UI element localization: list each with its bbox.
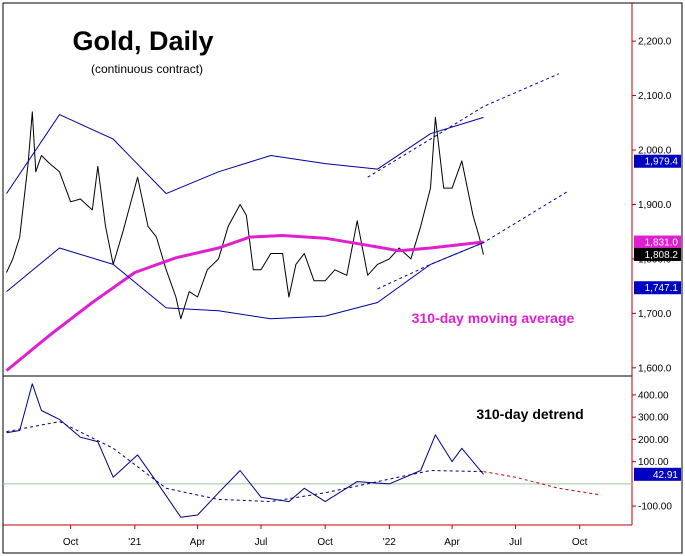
- price-series-4: [367, 73, 559, 178]
- detrend-series-2: [483, 471, 602, 496]
- price-series-0: [6, 111, 484, 320]
- value-tags: 1,979.4 1,831.01,808.2 1,747.1 42.91: [634, 154, 681, 481]
- time-tick-label: Jul: [509, 537, 522, 548]
- value-tag: [634, 235, 681, 249]
- detrend-axis-ticks: 400.00 300.00 200.00 100.00 -100.00: [632, 390, 672, 513]
- time-tick-label: Oct: [63, 537, 79, 548]
- time-tick-label: Oct: [317, 537, 333, 548]
- value-tag: [634, 247, 681, 261]
- value-tag: [634, 281, 681, 295]
- detrend-tick-label: 400.00: [638, 390, 669, 401]
- value-tag-label: 1,831.0: [645, 238, 679, 249]
- price-series-1: [5, 234, 484, 372]
- value-tag-label: 1,747.1: [645, 283, 679, 294]
- detrend-tick-label: 300.00: [638, 413, 669, 424]
- time-tick-label: '22: [383, 537, 396, 548]
- detrend-panel-series: [6, 383, 602, 518]
- detrend-tick-label: -100.00: [638, 502, 672, 513]
- price-series-2: [6, 114, 484, 195]
- value-tag: [634, 467, 681, 481]
- price-tick-label: 1,700.0: [638, 309, 672, 320]
- price-tick-label: 2,000.0: [638, 146, 672, 157]
- value-tag-label: 1,808.2: [645, 250, 679, 261]
- chart-subtitle: (continuous contract): [91, 62, 203, 76]
- time-tick-label: Apr: [190, 537, 206, 548]
- price-tick-label: 2,200.0: [638, 37, 672, 48]
- price-tick-label: 1,600.0: [638, 363, 672, 374]
- time-tick-label: '21: [128, 537, 141, 548]
- chart-title: Gold, Daily: [72, 26, 213, 56]
- detrend-tick-label: 200.00: [638, 435, 669, 446]
- time-tick-label: Oct: [572, 537, 588, 548]
- detrend-series-0: [6, 383, 484, 518]
- value-tag: [634, 154, 681, 168]
- detrend-annotation: 310-day detrend: [476, 406, 583, 422]
- detrend-tick-label: 100.00: [638, 457, 669, 468]
- price-panel-series: [5, 73, 569, 372]
- price-tick-label: 1,900.0: [638, 200, 672, 211]
- price-tick-label: 2,100.0: [638, 91, 672, 102]
- value-tag-label: 42.91: [653, 470, 678, 481]
- value-tag-label: 1,979.4: [645, 157, 679, 168]
- time-axis-ticks: Oct '21 Apr Jul Oct '22 Apr Jul Oct: [63, 525, 588, 548]
- time-tick-label: Apr: [444, 537, 460, 548]
- price-series-3: [6, 242, 484, 320]
- detrend-series-1: [6, 421, 484, 503]
- moving-average-annotation: 310-day moving average: [412, 310, 575, 326]
- time-tick-label: Jul: [255, 537, 268, 548]
